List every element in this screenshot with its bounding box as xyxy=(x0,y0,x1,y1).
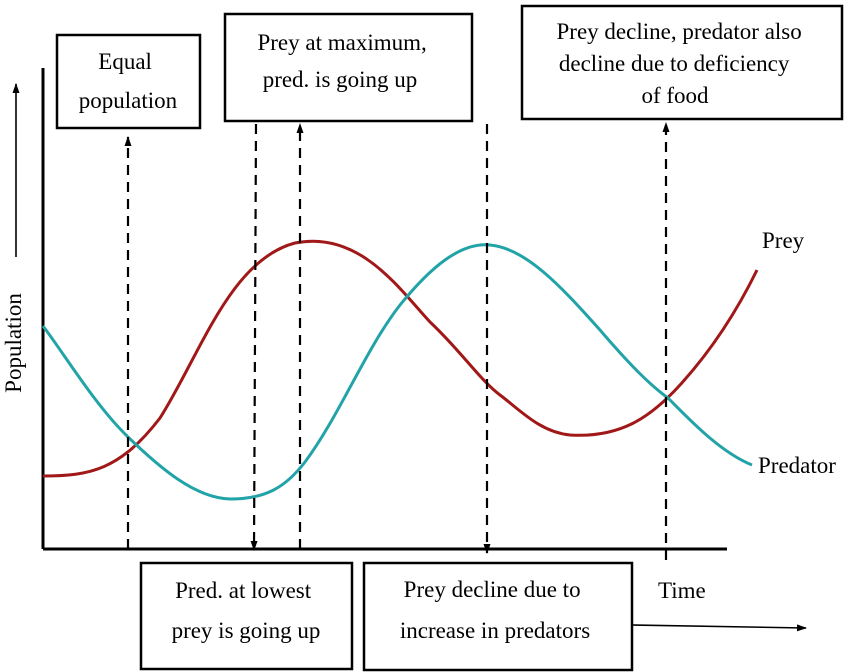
svg-text:Pred. at lowest prey is: Pred. at lowest prey is going up xyxy=(172,578,321,643)
svg-text:Prey decline due to incr: Prey decline due to increase in predator… xyxy=(400,577,590,643)
equal-population-line-1: Equal xyxy=(98,49,152,74)
prey-at-maximum-box: Prey at maximum, pred. is going up xyxy=(223,12,474,123)
pred-at-lowest-line-2: prey is going up xyxy=(172,618,321,643)
pred-at-lowest-box: Pred. at lowest prey is going up xyxy=(139,561,354,671)
prey-decline-predator-line-1: Prey decline, predator also xyxy=(557,19,802,44)
prey-decline-increase-line-1: Prey decline due to xyxy=(404,577,581,602)
prey-decline-predator-line-3: of food xyxy=(641,83,709,108)
prey-at-maximum-line-2: pred. is going up xyxy=(263,67,418,92)
prey-at-maximum-line-1: Prey at maximum, xyxy=(257,30,426,55)
equal-population-box: Equal population xyxy=(55,33,202,130)
x-axis-arrow xyxy=(631,624,807,632)
prey-decline-predator-box: Prey decline, predator also decline due … xyxy=(520,4,844,121)
pred-lowest-pointer xyxy=(250,123,258,551)
svg-text:Equal population: Equal population xyxy=(79,49,178,113)
prey-series-label: Prey xyxy=(762,228,805,253)
x-axis-label: Time xyxy=(658,578,706,603)
prey-curve xyxy=(42,239,759,478)
prey-decline-predator-line-2: decline due to deficiency xyxy=(559,51,790,76)
svg-text:Prey at maximum, pred. i: Prey at maximum, pred. is going up xyxy=(257,30,432,92)
predator-series-label: Predator xyxy=(758,453,836,478)
svg-text:Prey decline, predator also: Prey decline, predator also decline due … xyxy=(557,19,808,108)
pred-at-lowest-line-1: Pred. at lowest xyxy=(175,578,312,603)
prey-decline-increase-line-2: increase in predators xyxy=(400,618,590,643)
predator-curve xyxy=(41,243,753,501)
prey-decline-increase-box: Prey decline due to increase in predator… xyxy=(362,561,634,672)
y-axis-label: Population xyxy=(1,293,26,393)
equal-population-line-2: population xyxy=(79,88,178,113)
